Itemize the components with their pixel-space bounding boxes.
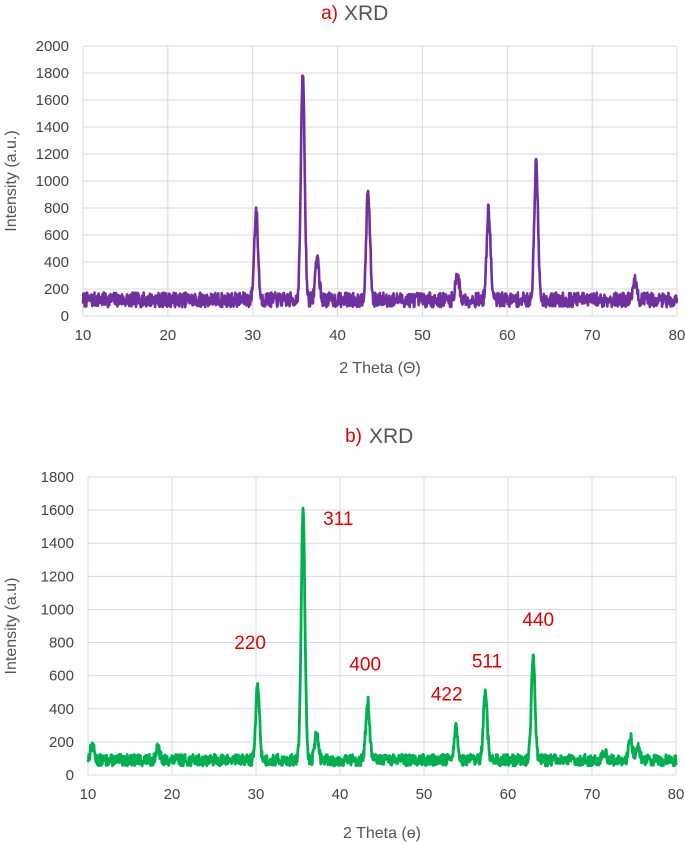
y-axis-label-a: Intensity (a.u.) (3, 130, 20, 231)
y-tick-label: 1800 (41, 469, 74, 486)
xrd-series-line (81, 74, 679, 309)
x-tick-label: 30 (248, 786, 265, 803)
x-axis-label-b: 2 Theta (ɵ) (343, 825, 421, 842)
x-tick-label: 50 (416, 786, 433, 803)
y-tick-label: 600 (44, 227, 69, 244)
y-tick-label: 1000 (36, 173, 69, 190)
x-tick-label: 70 (584, 786, 601, 803)
peak-label: 422 (431, 685, 463, 706)
peak-label: 220 (234, 633, 266, 654)
y-tick-label: 1600 (36, 92, 69, 109)
x-tick-label: 10 (80, 786, 97, 803)
y-tick-label: 400 (49, 701, 74, 718)
y-tick-label: 1000 (41, 601, 74, 618)
y-axis-label-b: Intensity (a.u) (3, 578, 20, 675)
y-tick-label: 600 (49, 668, 74, 685)
x-tick-label: 80 (668, 786, 685, 803)
y-tick-label: 800 (49, 635, 74, 652)
y-tick-label: 1200 (36, 146, 69, 163)
y-tick-label: 0 (61, 308, 69, 325)
y-tick-label: 0 (66, 767, 74, 784)
panel-tag-a: a) (321, 3, 338, 24)
x-axis-label-a: 2 Theta (Θ) (339, 360, 421, 377)
y-tick-label: 1600 (41, 502, 74, 519)
series-layer-b (86, 506, 678, 768)
chart-panel-a: a) XRD 10 20 30 40 50 60 70 8002004006008001000… (3, 2, 685, 377)
x-tick-label: 40 (332, 786, 349, 803)
x-tick-label: 80 (669, 327, 685, 344)
x-tick-label: 20 (164, 786, 181, 803)
gridlines-b (87, 476, 677, 776)
panel-tag-b: b) (345, 426, 362, 447)
ticks-a: 10 20 30 40 50 60 70 80020040060080010001200140… (36, 38, 685, 344)
x-tick-label: 70 (584, 327, 601, 344)
xrd-series-line (86, 506, 678, 768)
y-tick-label: 200 (44, 281, 69, 298)
series-layer-a (81, 74, 679, 309)
annotations-b: 220 311 400 422 511 440 (234, 509, 554, 705)
y-tick-label: 1800 (36, 65, 69, 82)
x-tick-label: 50 (414, 327, 431, 344)
y-tick-label: 1400 (41, 535, 74, 552)
peak-label: 400 (349, 655, 381, 676)
y-tick-label: 1400 (36, 119, 69, 136)
x-tick-label: 60 (500, 786, 517, 803)
y-tick-label: 2000 (36, 38, 69, 55)
chart-panel-b: b) XRD 10 20 30 40 50 60 70 8002004006008001000… (3, 425, 684, 842)
y-tick-label: 800 (44, 200, 69, 217)
chart-title-b: XRD (369, 425, 413, 448)
x-tick-label: 40 (329, 327, 346, 344)
x-tick-label: 10 (75, 327, 92, 344)
peak-label: 311 (323, 509, 353, 530)
x-tick-label: 20 (160, 327, 177, 344)
y-tick-label: 200 (49, 734, 74, 751)
peak-label: 511 (472, 651, 502, 672)
y-tick-label: 400 (44, 254, 69, 271)
x-tick-label: 30 (244, 327, 261, 344)
x-tick-label: 60 (499, 327, 516, 344)
ticks-b: 10 20 30 40 50 60 70 80020040060080010001200140… (41, 469, 685, 803)
chart-title-a: XRD (344, 2, 388, 25)
gridlines-a (82, 45, 678, 317)
y-tick-label: 1200 (41, 568, 74, 585)
peak-label: 440 (522, 610, 554, 631)
